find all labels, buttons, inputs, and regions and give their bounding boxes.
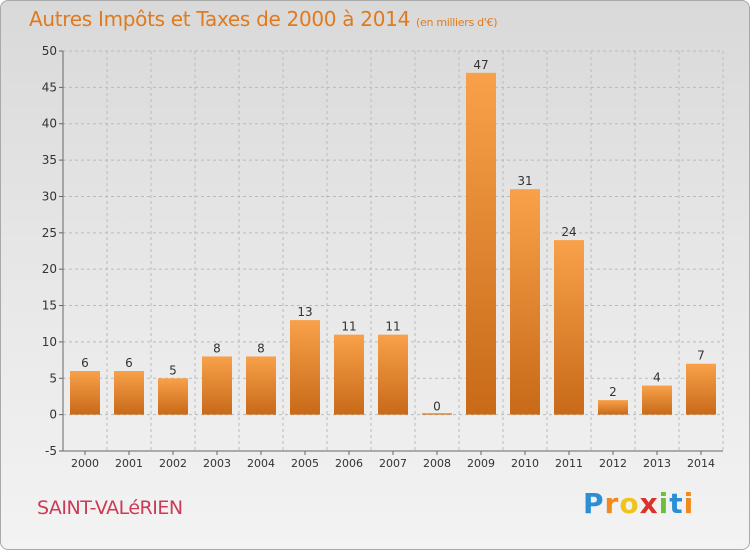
x-tick-label: 2008 bbox=[423, 457, 451, 470]
x-tick-label: 2009 bbox=[467, 457, 495, 470]
bar bbox=[70, 371, 100, 415]
y-tick-label: 45 bbox=[42, 80, 57, 94]
bar bbox=[334, 334, 364, 415]
chart-unit: (en milliers d'€) bbox=[416, 16, 498, 29]
y-tick-label: 30 bbox=[42, 189, 57, 203]
x-tick-label: 2007 bbox=[379, 457, 407, 470]
y-tick-label: -5 bbox=[45, 444, 57, 458]
logo-letter: x bbox=[639, 487, 659, 520]
bar bbox=[642, 385, 672, 415]
y-tick-label: 5 bbox=[49, 371, 57, 385]
bar bbox=[158, 378, 188, 415]
x-tick-label: 2005 bbox=[291, 457, 319, 470]
bar bbox=[554, 240, 584, 415]
bar-value-label: 8 bbox=[257, 341, 265, 355]
bar-value-label: 11 bbox=[341, 320, 356, 334]
x-tick-label: 2012 bbox=[599, 457, 627, 470]
bar bbox=[202, 356, 232, 415]
x-tick-label: 2000 bbox=[71, 457, 99, 470]
bar bbox=[290, 320, 320, 415]
bar-value-label: 24 bbox=[561, 225, 576, 239]
y-tick-label: 15 bbox=[42, 299, 57, 313]
x-tick-label: 2013 bbox=[643, 457, 671, 470]
bar bbox=[114, 371, 144, 415]
x-tick-label: 2001 bbox=[115, 457, 143, 470]
x-tick-label: 2011 bbox=[555, 457, 583, 470]
y-tick-label: 0 bbox=[49, 408, 57, 422]
logo-letter: i bbox=[658, 487, 670, 520]
x-tick-label: 2014 bbox=[687, 457, 715, 470]
y-tick-label: 25 bbox=[42, 226, 57, 240]
chart-title-text: Autres Impôts et Taxes de 2000 à 2014 bbox=[29, 7, 410, 31]
x-tick-label: 2003 bbox=[203, 457, 231, 470]
y-tick-label: 10 bbox=[42, 335, 57, 349]
chart-title: Autres Impôts et Taxes de 2000 à 2014 (en… bbox=[29, 7, 497, 31]
y-tick-label: 40 bbox=[42, 117, 57, 131]
logo-letter: o bbox=[619, 487, 640, 520]
bar bbox=[422, 413, 452, 415]
bar-value-label: 7 bbox=[697, 349, 705, 363]
bar bbox=[378, 334, 408, 415]
y-tick-label: 35 bbox=[42, 153, 57, 167]
proxiti-logo: Proxiti bbox=[583, 487, 694, 520]
bar-value-label: 0 bbox=[433, 400, 441, 414]
logo-letter: t bbox=[669, 487, 684, 520]
bar-value-label: 2 bbox=[609, 385, 617, 399]
bar-value-label: 13 bbox=[297, 305, 312, 319]
bar-value-label: 5 bbox=[169, 363, 177, 377]
bar-value-label: 6 bbox=[125, 356, 133, 370]
bar bbox=[246, 356, 276, 415]
bar bbox=[686, 363, 716, 415]
logo-letter: P bbox=[583, 487, 605, 520]
x-tick-label: 2010 bbox=[511, 457, 539, 470]
bar bbox=[510, 189, 540, 415]
bar-value-label: 4 bbox=[653, 371, 661, 385]
bar-value-label: 47 bbox=[473, 58, 488, 72]
bar-value-label: 11 bbox=[385, 320, 400, 334]
logo-letter: i bbox=[683, 487, 695, 520]
y-tick-label: 20 bbox=[42, 262, 57, 276]
bar bbox=[598, 400, 628, 415]
x-tick-label: 2004 bbox=[247, 457, 275, 470]
bar bbox=[466, 72, 496, 415]
x-tick-label: 2006 bbox=[335, 457, 363, 470]
logo-letter: r bbox=[604, 487, 620, 520]
commune-name: SAINT-VALéRIEN bbox=[37, 497, 183, 519]
y-tick-label: 50 bbox=[42, 44, 57, 58]
bar-value-label: 31 bbox=[517, 174, 532, 188]
bar-value-label: 8 bbox=[213, 341, 221, 355]
bar-value-label: 6 bbox=[81, 356, 89, 370]
x-tick-label: 2002 bbox=[159, 457, 187, 470]
